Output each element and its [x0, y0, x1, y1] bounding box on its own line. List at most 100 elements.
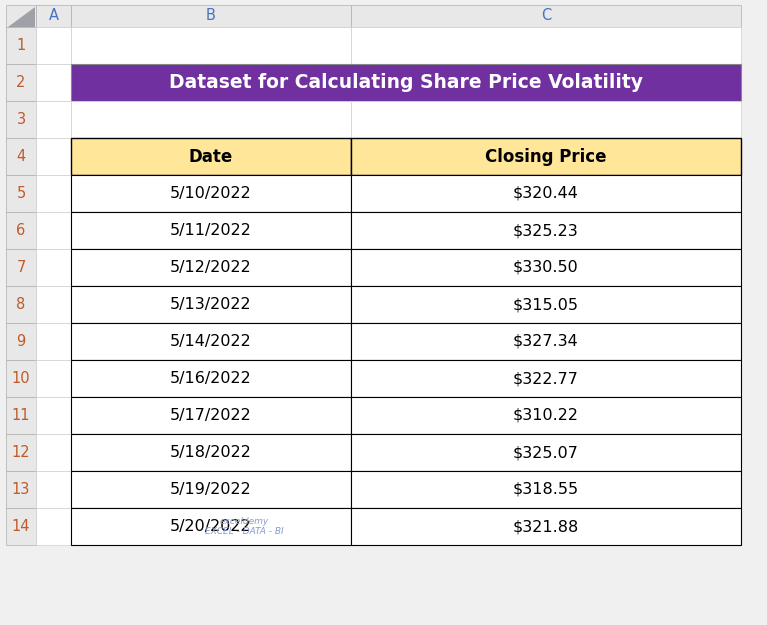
- Text: 13: 13: [12, 482, 30, 497]
- Bar: [36, 323, 71, 360]
- Text: 5/11/2022: 5/11/2022: [170, 223, 252, 238]
- Bar: [36, 286, 71, 323]
- Bar: [6, 397, 36, 434]
- Bar: [6, 434, 36, 471]
- Text: $315.05: $315.05: [513, 297, 579, 312]
- Text: $322.77: $322.77: [513, 371, 579, 386]
- Bar: [36, 508, 71, 545]
- Text: $327.34: $327.34: [513, 334, 579, 349]
- Text: 7: 7: [16, 260, 25, 275]
- Bar: [36, 471, 71, 508]
- Bar: [71, 397, 351, 434]
- Text: 5/13/2022: 5/13/2022: [170, 297, 252, 312]
- Text: 12: 12: [12, 445, 31, 460]
- Bar: [351, 249, 741, 286]
- Bar: [351, 138, 741, 175]
- Bar: [71, 249, 351, 286]
- Bar: [36, 138, 71, 175]
- Bar: [36, 101, 71, 138]
- Bar: [6, 212, 36, 249]
- Bar: [36, 434, 71, 471]
- Bar: [71, 471, 351, 508]
- Text: 5/17/2022: 5/17/2022: [170, 408, 252, 423]
- Bar: [6, 27, 36, 64]
- Bar: [6, 508, 36, 545]
- Bar: [351, 323, 741, 360]
- Bar: [36, 360, 71, 397]
- Text: Closing Price: Closing Price: [486, 148, 607, 166]
- Bar: [71, 286, 351, 323]
- Text: $310.22: $310.22: [513, 408, 579, 423]
- Text: 5/14/2022: 5/14/2022: [170, 334, 252, 349]
- Bar: [351, 175, 741, 212]
- Text: 5/20/2022: 5/20/2022: [170, 519, 252, 534]
- Bar: [351, 360, 741, 397]
- Bar: [71, 360, 351, 397]
- Bar: [71, 175, 351, 212]
- Bar: [6, 360, 36, 397]
- Bar: [351, 397, 741, 434]
- Bar: [71, 138, 351, 175]
- Bar: [36, 175, 71, 212]
- Bar: [71, 101, 351, 138]
- Bar: [351, 286, 741, 323]
- Bar: [351, 508, 741, 545]
- Bar: [6, 101, 36, 138]
- Bar: [36, 64, 71, 101]
- Text: 5: 5: [16, 186, 25, 201]
- Text: 4: 4: [16, 149, 25, 164]
- Bar: [71, 64, 741, 101]
- Bar: [36, 27, 71, 64]
- Text: $320.44: $320.44: [513, 186, 579, 201]
- Polygon shape: [8, 7, 35, 27]
- Text: 5/18/2022: 5/18/2022: [170, 445, 252, 460]
- Text: $321.88: $321.88: [513, 519, 579, 534]
- Text: A: A: [48, 9, 58, 24]
- Bar: [36, 249, 71, 286]
- Text: 14: 14: [12, 519, 30, 534]
- Bar: [6, 471, 36, 508]
- Bar: [351, 434, 741, 471]
- Text: $330.50: $330.50: [513, 260, 579, 275]
- Bar: [36, 5, 71, 27]
- Bar: [36, 397, 71, 434]
- Bar: [351, 27, 741, 64]
- Bar: [6, 175, 36, 212]
- Text: exceldemy
EXCEL - DATA - BI: exceldemy EXCEL - DATA - BI: [206, 517, 284, 536]
- Bar: [6, 138, 36, 175]
- Text: Dataset for Calculating Share Price Volatility: Dataset for Calculating Share Price Vola…: [169, 73, 643, 92]
- Text: $325.23: $325.23: [513, 223, 579, 238]
- Bar: [36, 212, 71, 249]
- Text: $318.55: $318.55: [513, 482, 579, 497]
- Text: $325.07: $325.07: [513, 445, 579, 460]
- Bar: [351, 212, 741, 249]
- Bar: [71, 27, 351, 64]
- Bar: [351, 5, 741, 27]
- Text: B: B: [206, 9, 216, 24]
- Bar: [71, 434, 351, 471]
- Bar: [6, 5, 36, 27]
- Text: 5/19/2022: 5/19/2022: [170, 482, 252, 497]
- Bar: [71, 323, 351, 360]
- Text: 5/12/2022: 5/12/2022: [170, 260, 252, 275]
- Text: 9: 9: [16, 334, 25, 349]
- Bar: [71, 212, 351, 249]
- Text: 10: 10: [12, 371, 31, 386]
- Text: 3: 3: [16, 112, 25, 127]
- Text: 5/16/2022: 5/16/2022: [170, 371, 252, 386]
- Bar: [71, 5, 351, 27]
- Text: 6: 6: [16, 223, 25, 238]
- Bar: [351, 471, 741, 508]
- Text: 11: 11: [12, 408, 30, 423]
- Text: 1: 1: [16, 38, 25, 53]
- Bar: [71, 508, 351, 545]
- Text: 2: 2: [16, 75, 25, 90]
- Bar: [6, 323, 36, 360]
- Text: 5/10/2022: 5/10/2022: [170, 186, 252, 201]
- Text: Date: Date: [189, 148, 233, 166]
- Bar: [351, 101, 741, 138]
- Bar: [6, 249, 36, 286]
- Bar: [6, 64, 36, 101]
- Text: C: C: [541, 9, 551, 24]
- Text: 8: 8: [16, 297, 25, 312]
